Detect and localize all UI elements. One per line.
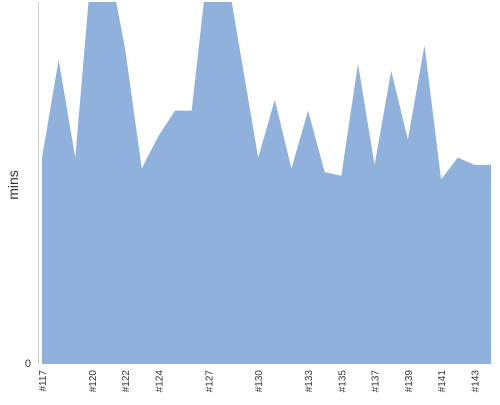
x-tick-label: #122 — [121, 370, 132, 393]
x-tick-label: #130 — [254, 370, 265, 393]
x-tick-label: #127 — [204, 370, 215, 393]
x-tick-label: #133 — [304, 370, 315, 393]
x-tick-label: #120 — [88, 370, 99, 393]
x-tick-label: #141 — [437, 370, 448, 393]
y-tick-label-0: 0 — [25, 358, 31, 370]
y-axis-label: mins — [5, 170, 21, 200]
x-tick-label: #135 — [337, 370, 348, 393]
x-tick-label: #117 — [38, 370, 49, 392]
area-series-0 — [42, 2, 491, 364]
x-tick-label: #137 — [371, 370, 382, 393]
x-tick-label: #124 — [154, 370, 165, 393]
x-tick-label: #143 — [470, 370, 481, 393]
x-tick-label: #139 — [404, 370, 415, 393]
